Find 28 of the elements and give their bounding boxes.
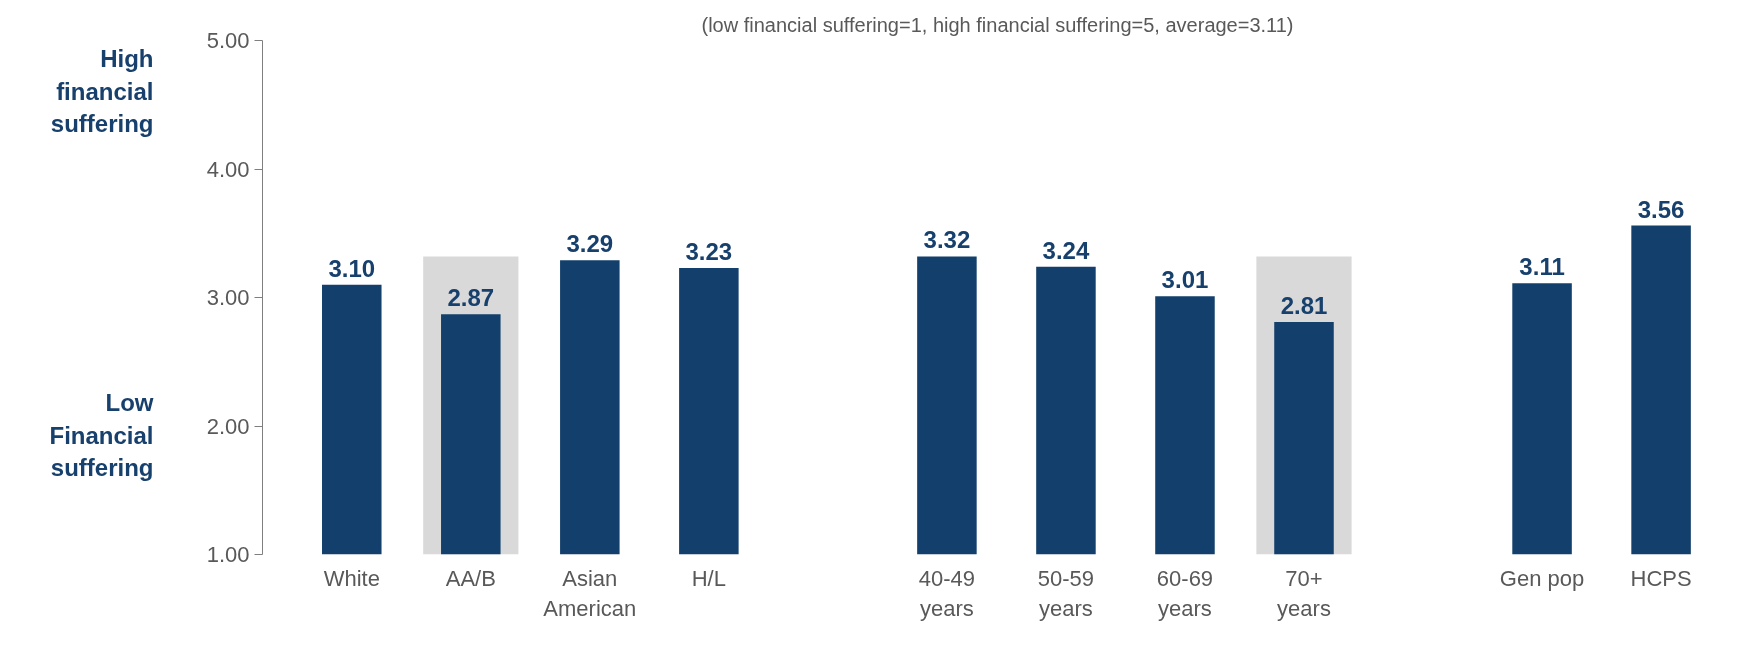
x-tick-label: Asian American [543,565,637,621]
data-label: 3.11 [1519,253,1565,281]
x-tick-label: 60-69 years [1156,565,1214,621]
x-tick-label: 40-49 years [918,565,976,621]
data-label: 3.23 [685,237,733,265]
x-tick-label: 70+ years [1277,565,1331,621]
y-tick-label: 5.00 [206,28,250,53]
data-label: 3.56 [1637,195,1685,223]
data-label: 3.29 [566,230,614,258]
data-label: 3.32 [923,226,971,254]
y-tick-label: 1.00 [206,542,250,567]
text: High financial suffering [50,45,154,138]
chart-subtitle: (low financial suffering=1, high financial suffering=5, average=3.11) [701,13,1294,36]
data-label: 3.01 [1161,266,1209,294]
data-label: 2.87 [447,284,495,312]
data-label: 2.81 [1280,291,1328,319]
x-tick-label: Gen pop [1499,565,1585,591]
data-label: 3.24 [1042,236,1090,264]
x-tick-label: AA/B [445,565,496,591]
text: Low Financial suffering [49,389,154,482]
x-tick-label: 50-59 years [1037,565,1095,621]
y-tick-label: 2.00 [206,413,250,439]
x-tick-label: H/L [691,565,726,591]
x-tick-label: White [323,565,380,591]
data-label: 3.10 [328,254,376,282]
x-tick-label: HCPS [1630,565,1692,591]
y-tick-label: 4.00 [206,156,250,182]
y-tick-label: 3.00 [206,285,250,310]
